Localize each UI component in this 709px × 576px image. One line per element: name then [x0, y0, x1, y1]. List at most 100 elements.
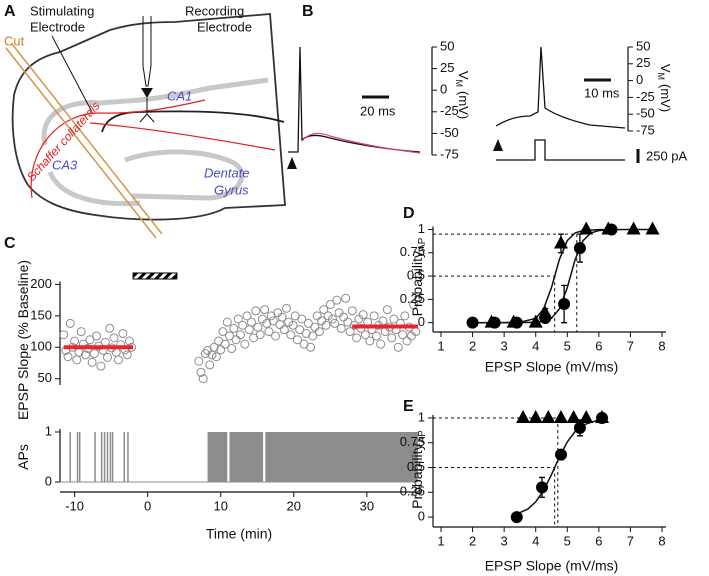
scatter-point — [277, 312, 287, 322]
cell-layer — [47, 170, 141, 207]
y-tick-label: 0 — [418, 509, 425, 524]
triangle-point — [553, 409, 568, 423]
scale-label: 20 ms — [360, 103, 396, 118]
label: CA3 — [52, 157, 78, 172]
x-axis-label: Time (min) — [206, 526, 272, 542]
scatter-point — [216, 345, 226, 355]
scatter-point — [306, 342, 316, 352]
axis-label-part: (mV) — [456, 91, 471, 119]
cut-line — [11, 43, 163, 235]
scatter-point — [96, 361, 106, 371]
scatter-point — [360, 330, 370, 340]
triangle-point — [579, 409, 594, 423]
scatter-point — [406, 331, 416, 341]
scatter-point — [297, 314, 307, 324]
circle-point — [596, 411, 609, 424]
scatter-point — [124, 336, 134, 346]
scatter-point — [325, 300, 335, 310]
axis-label: VM (mV) — [656, 64, 673, 112]
scale-label: 10 ms — [584, 85, 620, 100]
scatter-point — [253, 322, 263, 332]
scatter-point — [87, 357, 97, 367]
stimulus-arrow — [493, 139, 503, 151]
circle-point — [558, 298, 571, 311]
label: Electrode — [30, 19, 85, 34]
y-tick-label: -75 — [636, 122, 655, 137]
x-tick-label: 0 — [144, 498, 151, 513]
triangle-point — [566, 409, 581, 423]
scatter-point — [246, 317, 256, 327]
scatter-point — [222, 317, 232, 327]
scatter-point — [231, 335, 241, 345]
y-tick-label: -75 — [440, 146, 459, 161]
neuron — [141, 88, 153, 98]
label: Recording — [185, 3, 244, 18]
triangle-point — [645, 221, 660, 235]
scatter-point — [235, 330, 245, 340]
circle-point — [466, 316, 479, 329]
x-tick-label: 8 — [658, 338, 665, 353]
scatter-point — [92, 331, 102, 341]
scatter-point — [402, 336, 412, 346]
y-tick-label: 1 — [418, 409, 425, 424]
y-axis-label: ProbabilityAP — [409, 237, 428, 316]
circle-point — [510, 511, 523, 524]
y-axis-label-sub: AP — [417, 430, 428, 444]
scatter-point — [382, 305, 392, 315]
x-tick-label: 10 — [214, 498, 228, 513]
axis-label-part: V — [456, 71, 471, 80]
circle-point — [539, 312, 552, 325]
scatter-point — [338, 312, 348, 322]
y-tick-label: 50 — [636, 38, 650, 53]
x-tick-label: 2 — [469, 338, 476, 353]
circle-point — [605, 223, 618, 236]
scatter-point — [211, 352, 221, 362]
stimulus-arrow — [287, 157, 297, 169]
scale-label: 250 pA — [646, 148, 688, 163]
x-tick-label: 7 — [627, 338, 634, 353]
label: Electrode — [197, 19, 252, 34]
scatter-point — [341, 293, 351, 303]
panel-b: B 20 ms VM(mV) 10 ms 250 pA VM(mV) — [287, 3, 688, 169]
scatter-point — [369, 311, 379, 321]
axis-label: VM (mV) — [454, 71, 471, 119]
triangle-point — [528, 409, 543, 423]
scatter-point — [218, 327, 228, 337]
scatter-point — [100, 337, 110, 347]
scatter-point — [70, 336, 80, 346]
scatter-point — [205, 360, 215, 370]
scatter-point — [63, 352, 73, 362]
spike-block — [229, 432, 264, 482]
scatter-point — [275, 320, 285, 330]
scatter-point — [365, 336, 375, 346]
scatter-point — [321, 320, 331, 330]
y-tick-label: 0.25 — [400, 484, 425, 499]
spike-block — [207, 432, 228, 482]
scatter-point — [279, 325, 289, 335]
scatter-point — [233, 314, 243, 324]
scatter-point — [220, 339, 230, 349]
scatter-point — [59, 330, 69, 340]
panel-label: A — [4, 3, 16, 20]
dentate-layer — [124, 149, 245, 201]
scatter-point — [354, 314, 364, 324]
panel-label: C — [4, 235, 16, 252]
scatter-point — [194, 356, 204, 366]
y-axis-label-part: EPSP Slope (% Baseline) — [15, 260, 31, 420]
scatter-point — [102, 352, 112, 362]
scatter-point — [238, 320, 248, 330]
x-tick-label: 6 — [595, 338, 602, 353]
y-axis-label: EPSP Slope (% Baseline) — [15, 260, 31, 420]
y-axis-label: ProbabilityAP — [409, 430, 428, 509]
y-axis-label: APs — [15, 444, 31, 470]
y-tick-label: 25 — [636, 55, 650, 70]
axis-label-sub: M — [454, 80, 464, 88]
scatter-point — [85, 335, 95, 345]
x-tick-label: 3 — [501, 533, 508, 548]
x-tick-label: 30 — [360, 498, 374, 513]
y-tick-label: -25 — [636, 89, 655, 104]
dendrite — [139, 98, 155, 123]
axis-label-part: (mV) — [658, 84, 673, 112]
circle-point — [573, 421, 586, 434]
